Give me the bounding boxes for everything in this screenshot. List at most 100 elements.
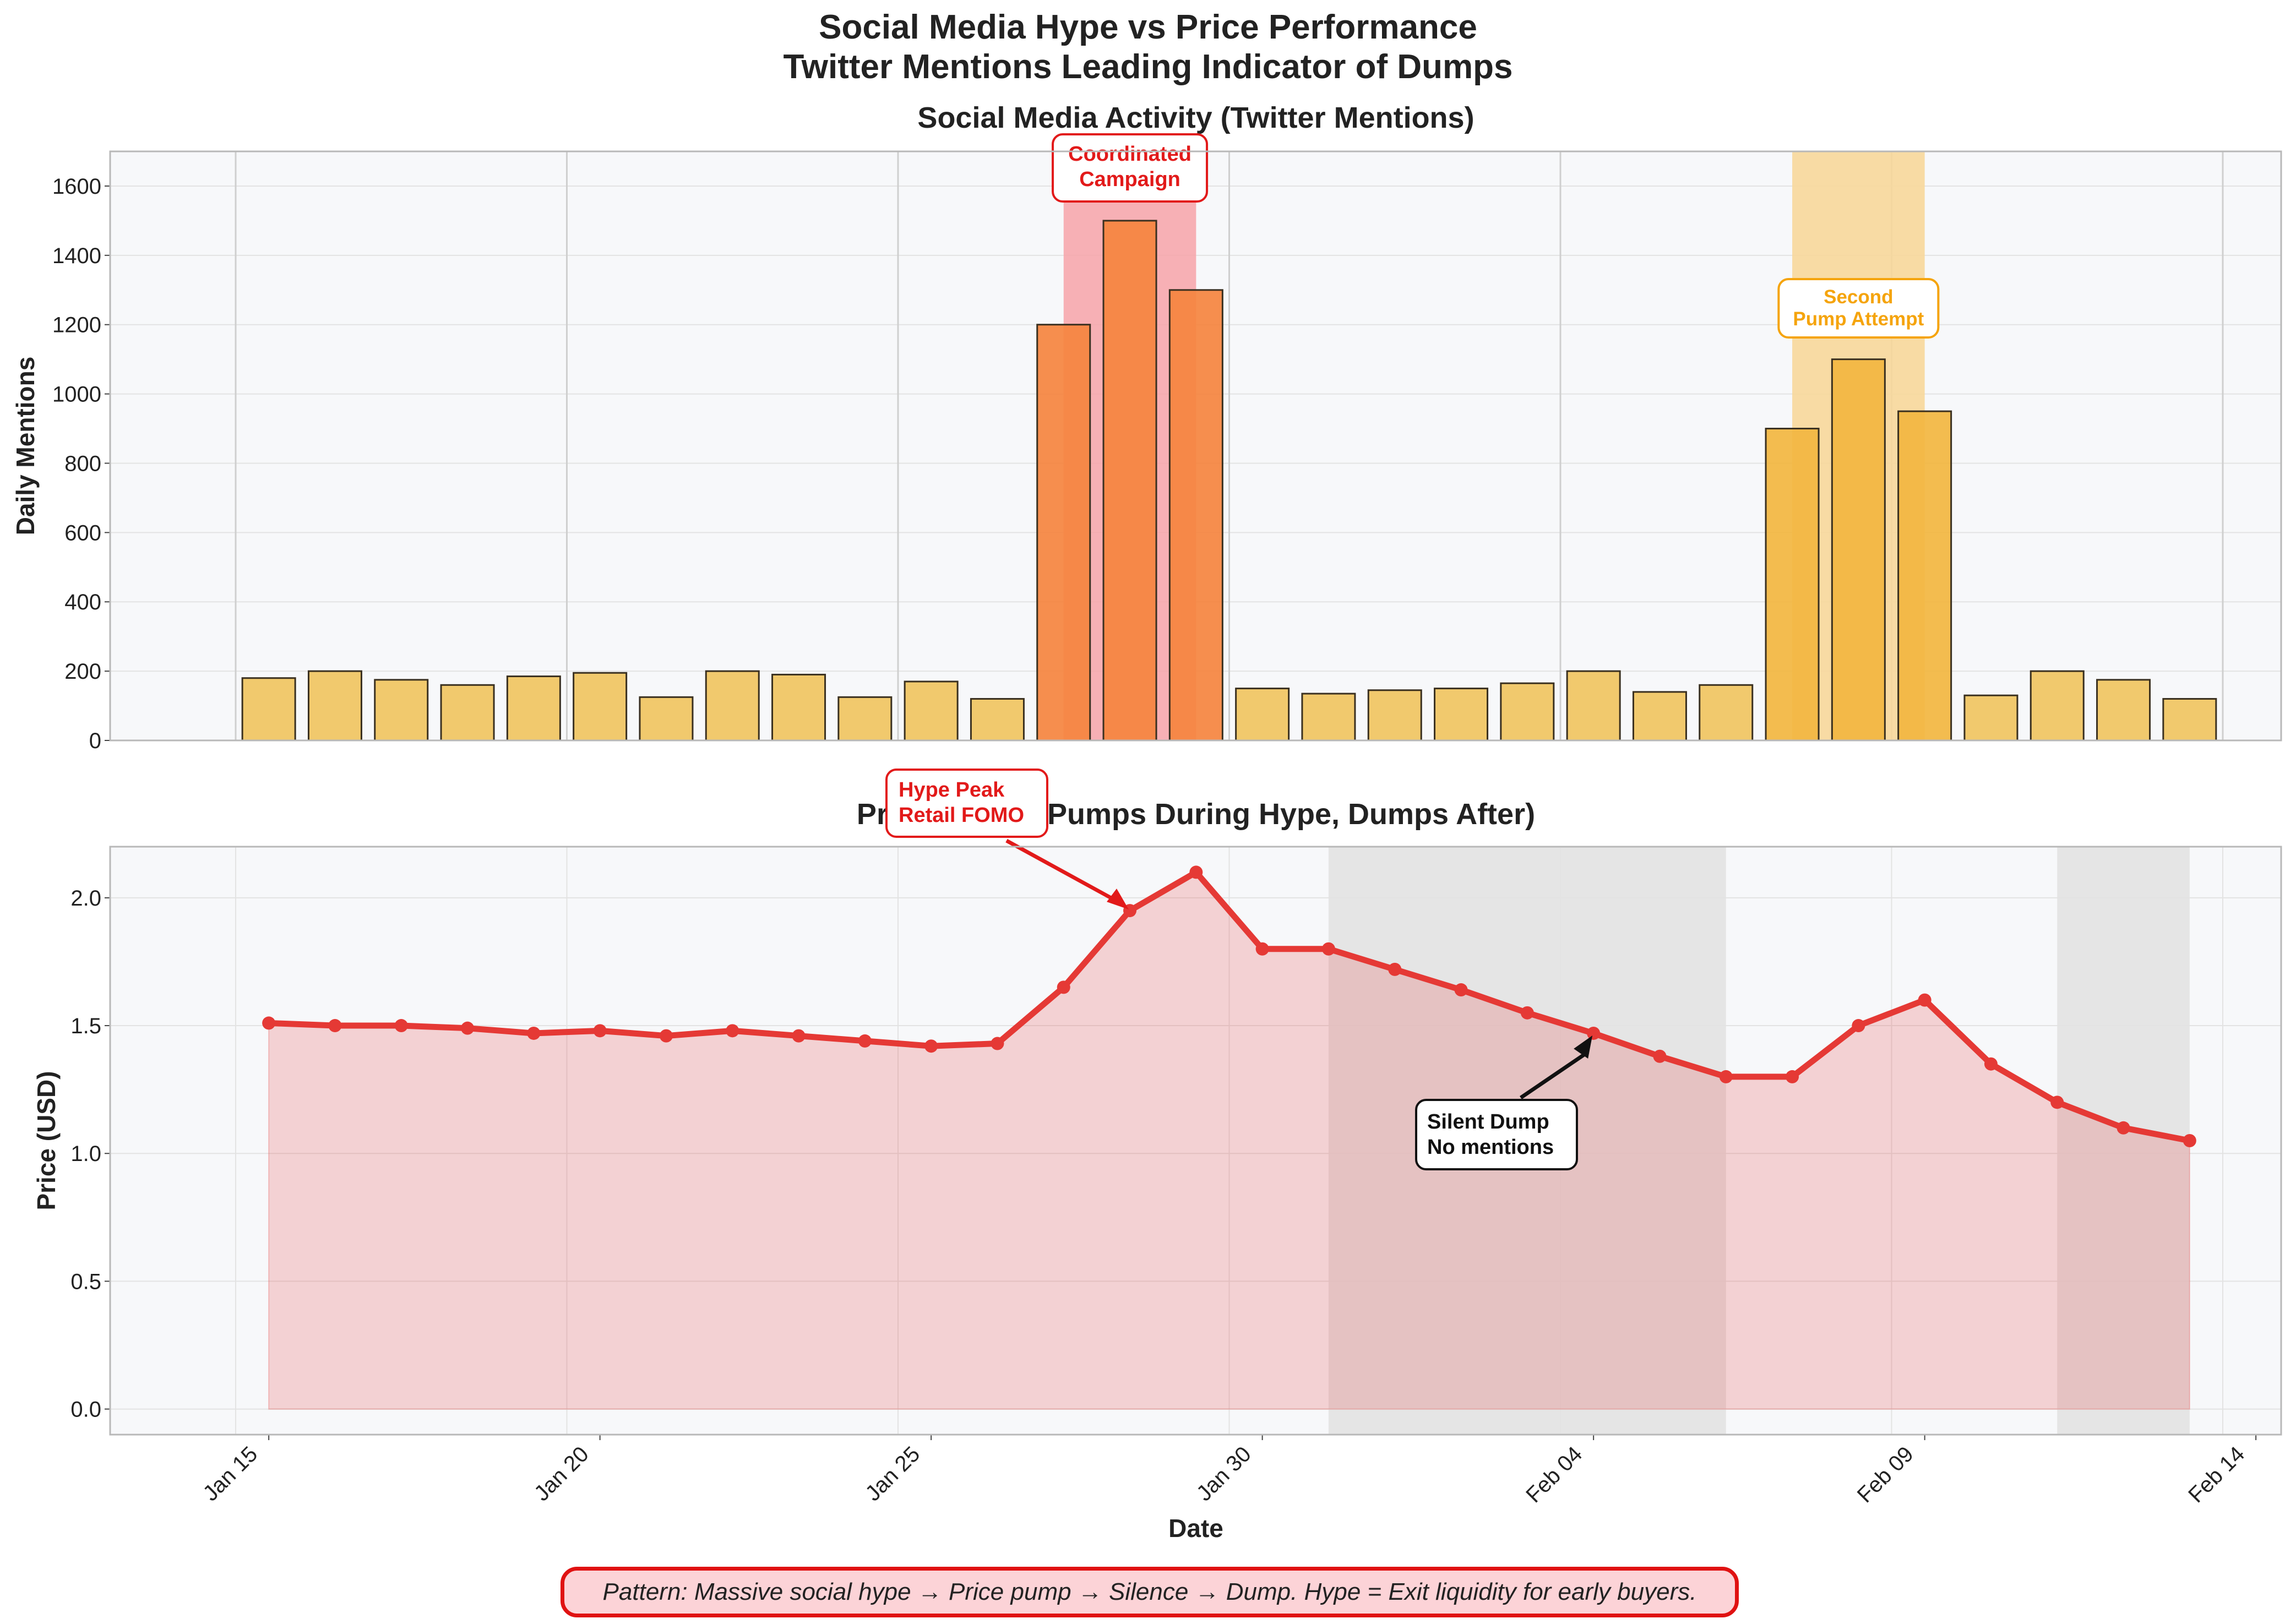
mentions-ytick-label: 800	[64, 451, 101, 476]
price-point	[858, 1034, 872, 1048]
price-point	[1587, 1026, 1601, 1040]
silent-dump-text: No mentions	[1427, 1136, 1554, 1159]
silence-span	[2057, 847, 2190, 1435]
mentions-bar	[1566, 670, 1621, 742]
mentions-ytick-label: 0	[89, 729, 101, 753]
mentions-ytick-label: 1200	[52, 313, 101, 337]
price-point	[2050, 1096, 2064, 1109]
mentions-bar	[241, 677, 296, 742]
price-xtick-label: Jan 15	[198, 1442, 262, 1506]
hype-peak-arrowhead	[1107, 889, 1129, 910]
price-x-axis-label: Date	[1168, 1514, 1223, 1543]
mentions-bar	[440, 684, 495, 742]
pattern-note: Pattern: Massive social hype → Price pum…	[561, 1567, 1739, 1617]
price-xtick-label: Jan 30	[1192, 1442, 1256, 1506]
mentions-bar	[1699, 684, 1754, 742]
mentions-bar	[1301, 693, 1356, 742]
figure-title-line2: Twitter Mentions Leading Indicator of Du…	[783, 48, 1513, 86]
price-ytick-label: 1.0	[70, 1142, 101, 1166]
mentions-bar	[506, 675, 561, 742]
price-point	[924, 1039, 938, 1053]
mentions-bar	[1102, 220, 1157, 742]
mentions-chart: Social Media Activity (Twitter Mentions)…	[11, 101, 2282, 753]
mentions-bar	[1168, 289, 1223, 742]
hype-peak-arrow	[1005, 838, 1123, 906]
mentions-bar	[1036, 324, 1091, 742]
mentions-ytick-label: 1600	[52, 175, 101, 199]
mentions-bar	[970, 697, 1025, 742]
span-label-text-red: Campaign	[1079, 168, 1180, 191]
price-point	[1786, 1070, 1799, 1083]
price-point	[1189, 865, 1203, 879]
mentions-bar	[1367, 689, 1422, 742]
mentions-bar	[307, 670, 362, 742]
silent-dump-box	[1415, 1099, 1578, 1170]
price-point	[593, 1024, 607, 1038]
price-point	[1057, 980, 1070, 994]
price-xtick-label: Feb 09	[1853, 1442, 1918, 1507]
span-label-text-red: Coordinated	[1068, 143, 1191, 166]
span-label-text-orange: Pump Attempt	[1793, 308, 1924, 330]
hype-peak-text: Hype Peak	[899, 778, 1005, 802]
price-point	[659, 1029, 673, 1043]
price-point	[1984, 1057, 1998, 1071]
price-point	[2117, 1121, 2130, 1135]
price-ytick-label: 0.0	[70, 1398, 101, 1422]
hype-peak-text: Retail FOMO	[899, 804, 1024, 827]
price-xtick-label: Jan 25	[861, 1442, 924, 1506]
price-xtick-label: Feb 14	[2184, 1442, 2249, 1507]
price-point	[394, 1019, 408, 1033]
mentions-ytick-label: 1400	[52, 244, 101, 268]
price-point	[1321, 942, 1335, 956]
mentions-bar	[904, 680, 959, 742]
price-point	[1653, 1049, 1667, 1063]
mentions-bar	[771, 673, 826, 742]
mentions-bar	[639, 696, 694, 742]
price-ytick-label: 1.5	[70, 1014, 101, 1038]
price-point	[328, 1019, 342, 1033]
silent-dump-arrowhead	[1574, 1035, 1593, 1059]
price-point	[1454, 983, 1468, 997]
mentions-bar	[1963, 694, 2018, 742]
mentions-bar	[2096, 679, 2151, 742]
mentions-bar	[2162, 697, 2217, 742]
price-point	[792, 1029, 806, 1043]
mentions-bar	[1831, 358, 1886, 742]
price-line	[265, 869, 2193, 1144]
span-label-text-orange: Second	[1824, 286, 1893, 308]
price-plot-area	[110, 847, 2281, 1435]
span-label-box-orange	[1777, 278, 1940, 339]
mentions-bar	[2030, 670, 2085, 742]
price-point	[726, 1024, 739, 1038]
mentions-bar	[1235, 688, 1290, 742]
price-point	[991, 1037, 1004, 1050]
mentions-bar	[1765, 428, 1820, 742]
mentions-bar	[374, 679, 429, 742]
price-y-axis-label: Price (USD)	[32, 1071, 61, 1210]
mentions-ytick-label: 400	[64, 590, 101, 614]
price-point	[1918, 993, 1932, 1007]
silent-dump-arrow	[1520, 1050, 1590, 1099]
mentions-chart-title: Social Media Activity (Twitter Mentions)	[917, 101, 1474, 134]
mentions-bar	[1897, 410, 1952, 742]
mentions-ytick-label: 600	[64, 521, 101, 545]
price-point	[262, 1016, 276, 1030]
price-point	[1255, 942, 1269, 956]
price-point	[527, 1026, 541, 1040]
silent-dump-text: Silent Dump	[1427, 1110, 1549, 1133]
mentions-bar	[1500, 682, 1555, 742]
price-point	[461, 1021, 475, 1035]
mentions-y-axis-label: Daily Mentions	[11, 357, 40, 536]
price-xtick-label: Jan 20	[530, 1442, 594, 1506]
price-point	[1719, 1070, 1733, 1083]
mentions-axes-frame	[109, 150, 2282, 742]
hype-peak-box	[885, 769, 1048, 838]
mentions-bar	[1632, 691, 1687, 742]
price-xtick-label: Feb 04	[1521, 1442, 1587, 1507]
price-point	[1388, 962, 1402, 976]
mentions-bar	[573, 672, 628, 742]
figure-title-line1: Social Media Hype vs Price Performance	[819, 8, 1477, 46]
mentions-ytick-label: 200	[64, 660, 101, 684]
mentions-bar	[1434, 688, 1489, 742]
